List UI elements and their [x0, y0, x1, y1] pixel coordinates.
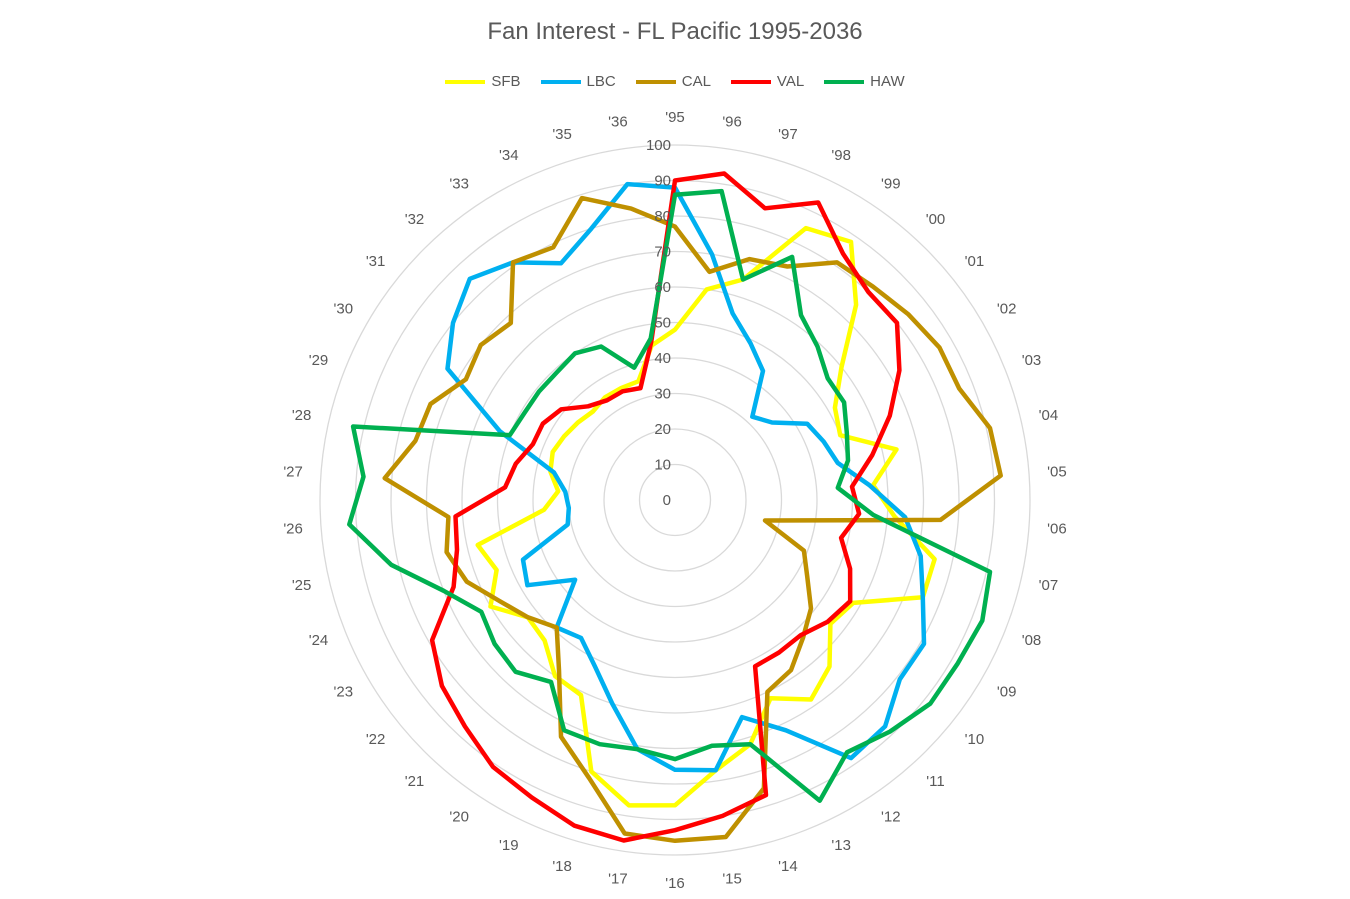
category-label-20: '15 [722, 871, 742, 888]
category-label-18: '13 [831, 837, 851, 854]
category-label-21: '16 [665, 875, 685, 892]
legend-swatch-lbc [540, 79, 581, 84]
legend-entry-haw: HAW [824, 73, 905, 90]
tick-label-10: 10 [654, 457, 671, 474]
category-label-5: '00 [926, 211, 946, 228]
category-label-35: '30 [334, 301, 354, 318]
legend-entry-cal: CAL [635, 73, 711, 90]
legend-swatch-haw [824, 79, 865, 84]
category-label-7: '02 [997, 301, 1017, 318]
category-label-36: '31 [366, 253, 386, 270]
category-label-32: '27 [283, 463, 303, 480]
category-label-15: '10 [965, 731, 985, 748]
category-label-0: '95 [665, 109, 685, 126]
series-lbc [445, 181, 927, 773]
grid-ring-40 [532, 357, 818, 643]
tick-label-0: 0 [663, 492, 671, 509]
series-val [429, 171, 902, 843]
category-label-26: '21 [405, 773, 425, 790]
category-label-10: '05 [1047, 463, 1067, 480]
legend: SFB LBC CAL VAL HAW [0, 73, 1350, 90]
series-cal [382, 195, 1003, 844]
tick-label-60: 60 [654, 279, 671, 296]
grid-ring-70 [425, 250, 925, 750]
category-label-27: '22 [366, 731, 386, 748]
category-label-23: '18 [552, 858, 572, 875]
legend-entry-sfb: SFB [445, 73, 521, 90]
category-label-16: '11 [926, 773, 944, 790]
category-label-2: '97 [778, 126, 798, 143]
tick-label-70: 70 [654, 244, 671, 261]
category-label-17: '12 [881, 808, 901, 825]
category-label-40: '35 [552, 126, 572, 143]
grid-ring-80 [390, 215, 960, 785]
tick-label-20: 20 [654, 421, 671, 438]
legend-label-cal: CAL [681, 73, 711, 90]
category-label-31: '26 [283, 521, 303, 538]
category-label-12: '07 [1039, 577, 1059, 594]
grid-ring-30 [567, 392, 783, 608]
tick-label-90: 90 [654, 173, 671, 190]
legend-label-sfb: SFB [491, 73, 521, 90]
category-label-41: '36 [608, 113, 628, 130]
category-label-25: '20 [449, 808, 469, 825]
legend-entry-val: VAL [730, 73, 805, 90]
tick-label-50: 50 [654, 315, 671, 332]
legend-swatch-cal [635, 79, 676, 84]
category-label-3: '98 [831, 147, 851, 164]
category-label-9: '04 [1039, 407, 1059, 424]
category-label-28: '23 [334, 684, 354, 701]
category-label-29: '24 [309, 632, 329, 649]
category-label-30: '25 [292, 577, 312, 594]
tick-label-30: 30 [654, 386, 671, 403]
legend-label-lbc: LBC [586, 73, 616, 90]
legend-swatch-sfb [445, 79, 486, 84]
legend-label-val: VAL [776, 73, 805, 90]
grid-ring-10 [638, 463, 712, 537]
category-label-11: '06 [1047, 521, 1067, 538]
radar-grid [319, 144, 1031, 856]
category-label-13: '08 [1022, 632, 1042, 649]
legend-entry-lbc: LBC [540, 73, 616, 90]
radial-axis-ticks: 0 10 20 30 40 50 60 70 80 90 100 [646, 137, 671, 509]
category-label-24: '19 [499, 837, 519, 854]
tick-label-40: 40 [654, 350, 671, 367]
category-label-14: '09 [997, 684, 1017, 701]
category-label-22: '17 [608, 871, 628, 888]
grid-ring-60 [461, 286, 889, 714]
series-haw [347, 188, 993, 803]
grid-ring-100 [319, 144, 1031, 856]
category-label-34: '29 [309, 352, 329, 369]
chart-title: Fan Interest - FL Pacific 1995-2036 [487, 18, 863, 45]
category-label-6: '01 [965, 253, 985, 270]
legend-swatch-val [730, 79, 771, 84]
category-label-1: '96 [722, 113, 742, 130]
category-label-38: '33 [449, 176, 469, 193]
category-label-37: '32 [405, 211, 425, 228]
radar-series [347, 171, 1003, 844]
tick-label-100: 100 [646, 137, 671, 154]
category-label-4: '99 [881, 176, 901, 193]
category-label-39: '34 [499, 147, 519, 164]
legend-label-haw: HAW [870, 73, 905, 90]
category-label-33: '28 [292, 407, 312, 424]
category-label-19: '14 [778, 858, 798, 875]
grid-ring-20 [603, 428, 747, 572]
tick-label-80: 80 [654, 208, 671, 225]
category-label-8: '03 [1022, 352, 1042, 369]
category-labels: '95 '96 '97 '98 '99 '00 '01 '02 '03 '04 '05 '06 '07 '… [283, 109, 1066, 892]
